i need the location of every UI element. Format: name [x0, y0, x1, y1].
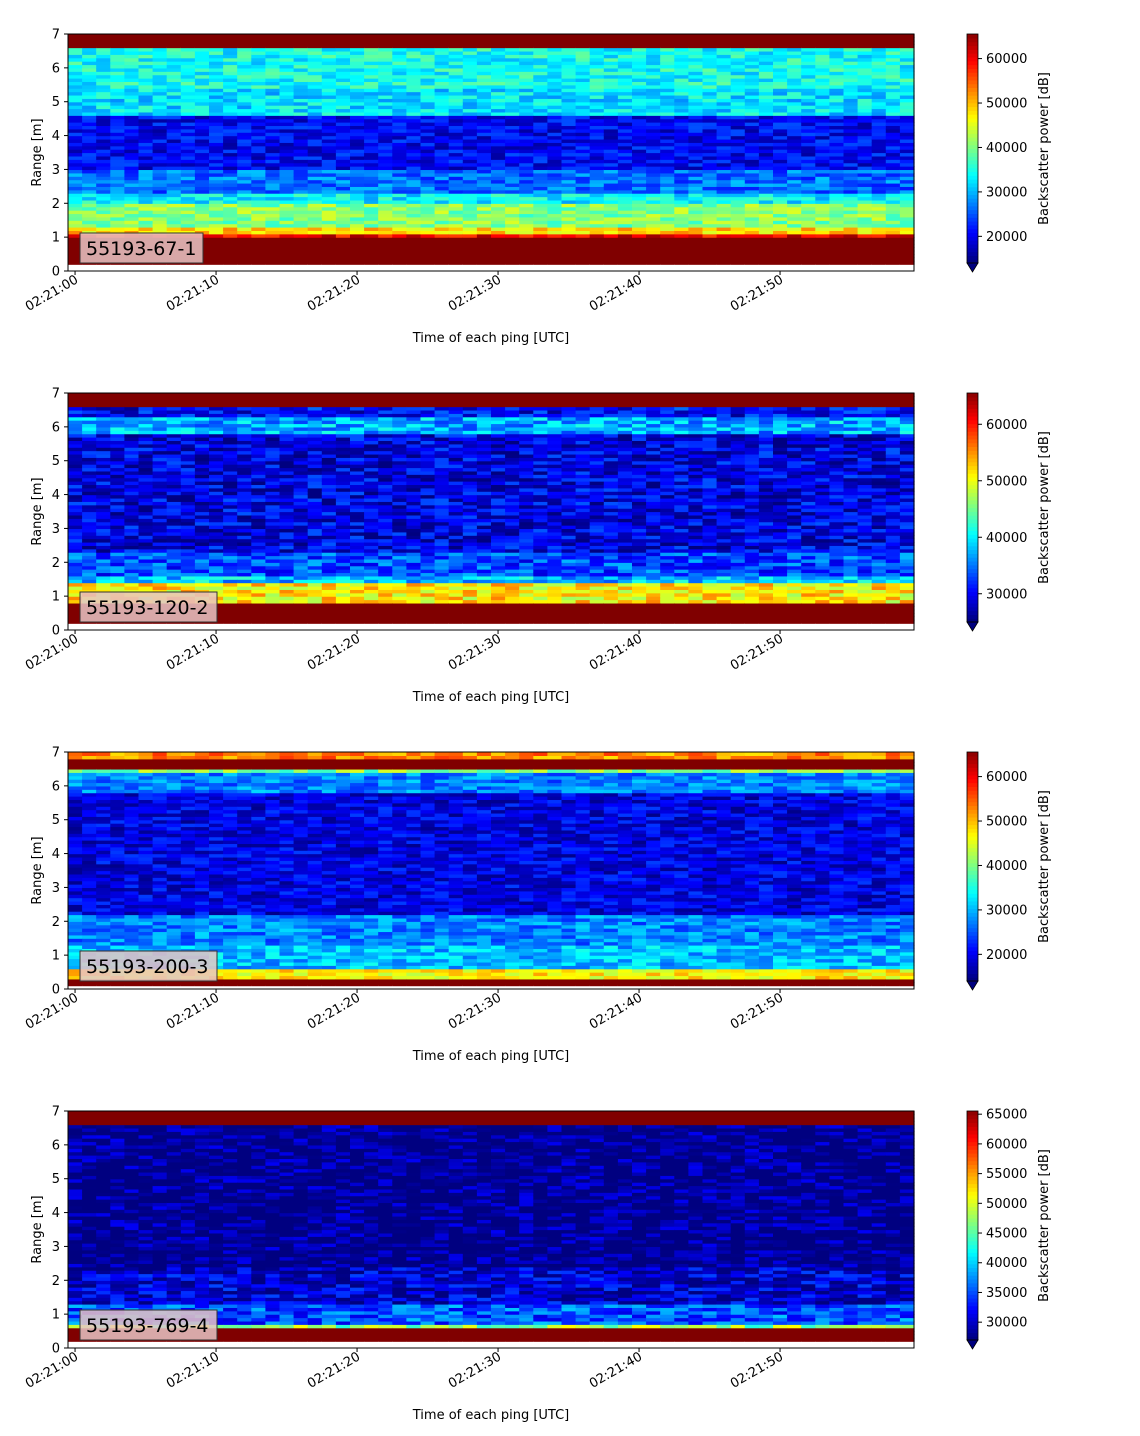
heatmap-cell: [703, 34, 718, 38]
heatmap-cell: [378, 34, 393, 38]
heatmap-cell: [674, 34, 689, 38]
heatmap-cell: [491, 34, 506, 38]
heatmap-cell: [477, 34, 492, 38]
heatmap-cell: [209, 34, 224, 38]
heatmap-cell: [195, 34, 210, 38]
heatmap-cell: [533, 34, 548, 38]
heatmap-cell: [562, 34, 577, 38]
heatmap-cell: [773, 34, 788, 38]
heatmap-cell: [519, 34, 534, 38]
heatmap-cell: [110, 34, 125, 38]
heatmap-cell: [449, 34, 464, 38]
heatmap-cell: [167, 34, 182, 38]
heatmap-cell: [646, 34, 661, 38]
heatmap-cell: [576, 34, 591, 38]
heatmap-cell: [731, 34, 746, 38]
heatmap-cell: [280, 34, 295, 38]
heatmap-cell: [294, 34, 309, 38]
heatmap-cell: [139, 34, 154, 38]
heatmap-cell: [547, 34, 562, 38]
heatmap-cell: [68, 34, 83, 38]
heatmap-cell: [336, 34, 351, 38]
heatmap-cell: [660, 34, 675, 38]
heatmap-cell: [759, 34, 774, 38]
heatmap-cell: [632, 34, 647, 38]
heatmap-cell: [350, 34, 365, 38]
heatmap-cell: [237, 34, 252, 38]
heatmap-cell: [590, 34, 605, 38]
heatmap-cell: [717, 34, 732, 38]
heatmap-cell: [406, 34, 421, 38]
heatmap-cell: [322, 34, 337, 38]
heatmap-cell: [688, 34, 703, 38]
heatmap-cell: [153, 34, 168, 38]
heatmap-cell: [223, 34, 238, 38]
heatmap-cell: [181, 34, 196, 38]
heatmap-cell: [251, 34, 266, 38]
heatmap-cell: [308, 34, 323, 38]
heatmap-cell: [421, 34, 436, 38]
heatmap-cell: [124, 34, 139, 38]
heatmap-cell: [618, 34, 633, 38]
heatmap-cell: [96, 34, 111, 38]
heatmap-cell: [604, 34, 619, 38]
heatmap-cell: [392, 34, 407, 38]
heatmap-cell: [265, 34, 280, 38]
heatmap-cell: [505, 34, 520, 38]
heatmap-cell: [463, 34, 478, 38]
heatmap-cell: [435, 34, 450, 38]
heatmap-cell: [82, 34, 97, 38]
heatmap-cell: [745, 34, 760, 38]
heatmap-cell: [364, 34, 379, 38]
